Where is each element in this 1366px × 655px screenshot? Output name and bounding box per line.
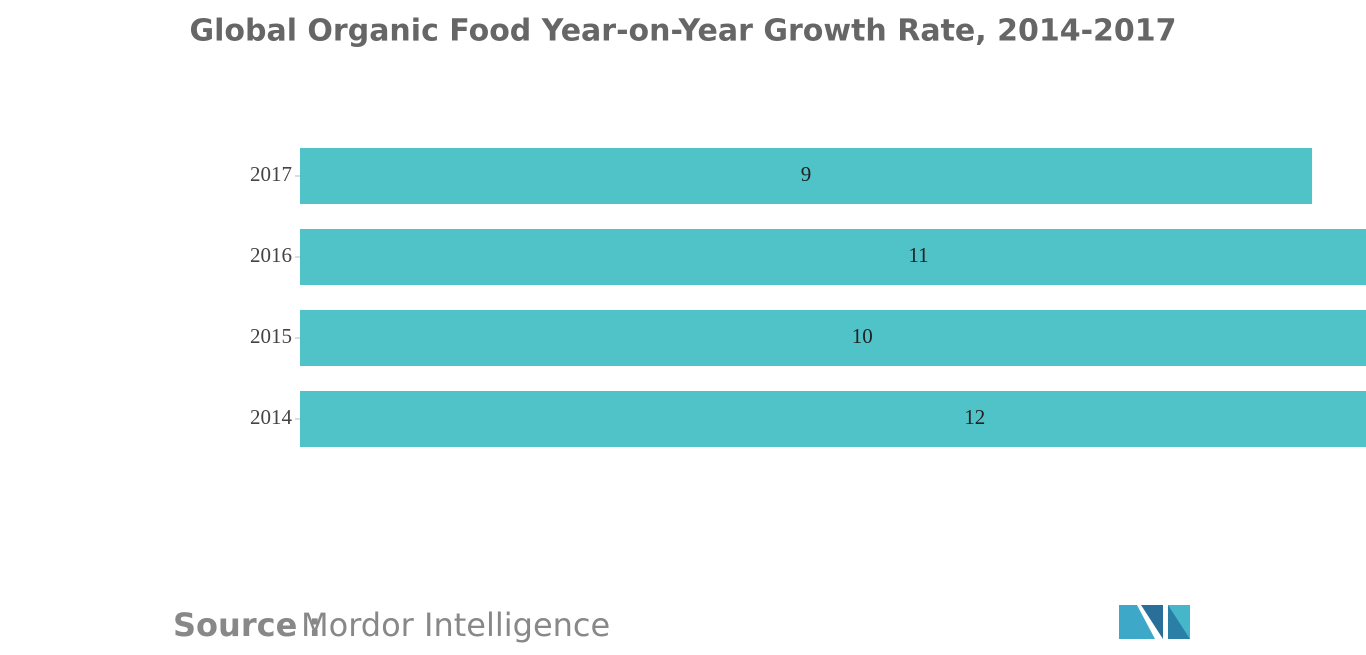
value-label: 10 (852, 324, 873, 348)
value-label: 12 (964, 405, 985, 429)
y-tick-label: 2016 (250, 243, 292, 267)
value-label: 9 (801, 162, 812, 186)
bar (300, 229, 1366, 285)
bar (300, 148, 1313, 204)
logo (1119, 605, 1190, 639)
value-label: 11 (908, 243, 928, 267)
logo-shape (1119, 605, 1155, 639)
bar (300, 310, 1366, 366)
bar (300, 391, 1366, 447)
logo-shape (1141, 605, 1163, 639)
logo-shape (1168, 605, 1190, 639)
y-tick-label: 2014 (250, 405, 293, 429)
source-label: Source : (173, 606, 321, 644)
y-tick-label: 2017 (250, 162, 292, 186)
chart-title: Global Organic Food Year-on-Year Growth … (189, 14, 1176, 49)
source: Mordor Intelligence (301, 606, 610, 644)
y-tick-label: 2015 (250, 324, 292, 348)
